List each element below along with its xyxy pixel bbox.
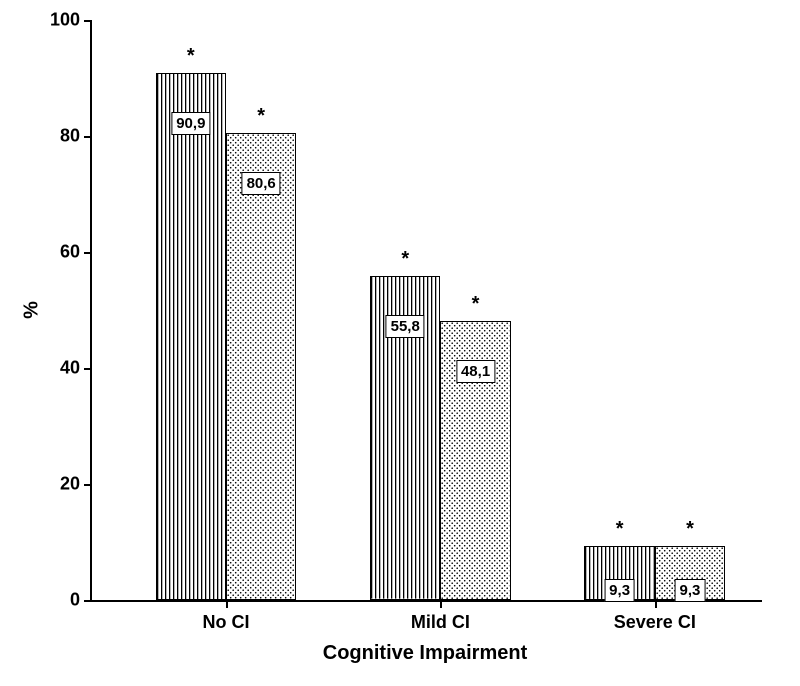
significance-star: * — [472, 294, 480, 314]
chart-container: 020406080100No CIMild CISevere CI90,9*80… — [0, 0, 800, 686]
significance-star: * — [257, 106, 265, 126]
bar-value-label: 48,1 — [456, 360, 495, 383]
bar-series-b: 48,1* — [440, 321, 510, 600]
significance-star: * — [616, 519, 624, 539]
bar-fill — [227, 134, 295, 599]
bar-value-label: 80,6 — [242, 172, 281, 195]
bar-value-label: 55,8 — [386, 315, 425, 338]
significance-star: * — [187, 46, 195, 66]
y-tick-label: 20 — [60, 474, 92, 495]
bar-series-a: 90,9* — [156, 73, 226, 600]
x-axis-title: Cognitive Impairment — [323, 642, 527, 665]
y-tick-label: 100 — [50, 10, 92, 31]
x-tick-label: Mild CI — [411, 600, 470, 633]
significance-star: * — [686, 519, 694, 539]
bar-series-b: 80,6* — [226, 133, 296, 600]
bar-value-label: 9,3 — [675, 579, 706, 602]
y-tick-label: 80 — [60, 126, 92, 147]
bar-value-label: 9,3 — [604, 579, 635, 602]
bar-value-label: 90,9 — [171, 112, 210, 135]
bar-series-a: 9,3* — [584, 546, 654, 600]
y-tick-label: 40 — [60, 358, 92, 379]
significance-star: * — [401, 249, 409, 269]
bar-series-b: 9,3* — [655, 546, 725, 600]
bar-fill — [157, 74, 225, 599]
bar-series-a: 55,8* — [370, 276, 440, 600]
y-axis-title: % — [21, 301, 44, 319]
x-tick-label: No CI — [203, 600, 250, 633]
y-tick-label: 60 — [60, 242, 92, 263]
y-tick-label: 0 — [70, 590, 92, 611]
x-tick-label: Severe CI — [614, 600, 696, 633]
plot-area: 020406080100No CIMild CISevere CI90,9*80… — [90, 20, 762, 602]
